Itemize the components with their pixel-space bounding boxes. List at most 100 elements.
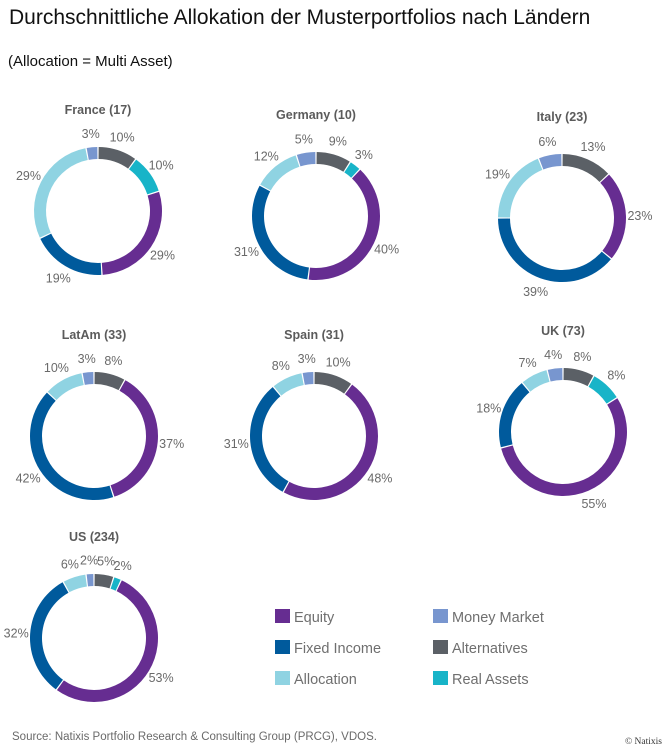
donut-segment-fixed-income [498, 218, 611, 282]
donut-segment-money-market [539, 154, 562, 170]
data-label-alternatives: 9% [329, 135, 347, 149]
donut-segment-allocation [273, 373, 304, 396]
data-label-equity: 53% [149, 671, 174, 685]
data-label-equity: 29% [150, 248, 175, 262]
data-label-money-market: 3% [298, 352, 316, 366]
donut-segment-equity [56, 580, 159, 702]
data-label-fixed-income: 31% [224, 437, 249, 451]
data-label-alternatives: 10% [326, 355, 351, 369]
legend-swatch-alternatives [433, 640, 448, 654]
donut-chart-france: France (17) 10% 10% 29% 19% 29% 3% [16, 103, 175, 286]
donut-segment-equity [501, 398, 628, 497]
donut-segment-money-market [547, 368, 563, 382]
data-label-equity: 40% [374, 243, 399, 257]
donut-segment-money-market [302, 372, 314, 385]
data-label-allocation: 12% [254, 149, 279, 163]
data-label-money-market: 6% [538, 135, 556, 149]
data-label-equity: 37% [159, 437, 184, 451]
donut-segment-fixed-income [498, 383, 530, 448]
data-label-real-assets: 10% [149, 159, 174, 173]
donut-segment-money-market [296, 152, 316, 167]
donut-chart-uk: UK (73) 8% 8% 55% 18% 7% 4% [476, 324, 628, 511]
donut-segment-money-market [86, 147, 98, 160]
donut-chart-italy: Italy (23) 13% 23% 39% 19% 6% [485, 110, 653, 299]
data-label-equity: 55% [581, 497, 606, 511]
data-label-real-assets: 2% [114, 559, 132, 573]
donut-segment-alternatives [98, 147, 136, 169]
donut-segment-equity [110, 380, 158, 497]
legend-swatch-real-assets [433, 671, 448, 685]
data-label-fixed-income: 32% [4, 627, 29, 641]
donut-title: France (17) [65, 103, 132, 117]
legend-swatch-allocation [275, 671, 290, 685]
data-label-allocation: 10% [44, 361, 69, 375]
donut-segment-alternatives [314, 372, 352, 394]
data-label-allocation: 8% [272, 359, 290, 373]
data-label-money-market: 3% [78, 352, 96, 366]
donut-segment-real-assets [110, 577, 121, 591]
data-label-equity: 23% [627, 209, 652, 223]
donut-segment-money-market [86, 574, 94, 587]
data-label-fixed-income: 39% [523, 285, 548, 299]
data-label-allocation: 29% [16, 169, 41, 183]
data-label-real-assets: 8% [607, 369, 625, 383]
donut-segment-real-assets [588, 376, 617, 404]
data-label-money-market: 3% [82, 127, 100, 141]
donut-segment-alternatives [94, 574, 114, 589]
donut-title: Italy (23) [537, 110, 588, 124]
data-label-equity: 48% [367, 471, 392, 485]
donut-segment-fixed-income [250, 387, 289, 492]
copyright-note: © Natixis [624, 737, 662, 747]
donut-segment-alternatives [94, 372, 125, 391]
donut-segment-fixed-income [251, 185, 309, 280]
donut-chart-germany: Germany (10) 9% 3% 40% 31% 12% 5% [234, 108, 399, 280]
donut-segment-fixed-income [29, 392, 114, 500]
donut-title: LatAm (33) [62, 328, 127, 342]
donut-segment-allocation [260, 155, 300, 191]
donut-segment-allocation [498, 158, 543, 218]
donut-segment-equity [600, 174, 626, 259]
chart-subtitle: (Allocation = Multi Asset) [8, 53, 173, 70]
donut-title: Germany (10) [276, 108, 356, 122]
legend-swatch-fixed-income [275, 640, 290, 654]
donut-segment-alternatives [316, 152, 350, 172]
donut-title: US (234) [69, 530, 119, 544]
data-label-fixed-income: 19% [46, 272, 71, 286]
data-label-money-market: 5% [295, 133, 313, 147]
data-label-real-assets: 3% [355, 148, 373, 162]
data-label-allocation: 6% [61, 557, 79, 571]
legend-label-fixed-income: Fixed Income [294, 641, 381, 657]
data-label-alternatives: 8% [104, 354, 122, 368]
legend-label-allocation: Allocation [294, 672, 357, 688]
donut-segment-real-assets [129, 159, 159, 195]
legend-label-equity: Equity [294, 610, 335, 626]
data-label-alternatives: 8% [573, 350, 591, 364]
donut-segment-alternatives [563, 368, 594, 387]
donut-segment-allocation [33, 148, 88, 238]
donut-segment-fixed-income [29, 582, 69, 690]
donut-segment-allocation [47, 373, 84, 401]
donut-segment-money-market [82, 372, 94, 385]
legend-label-alternatives: Alternatives [452, 641, 528, 657]
legend-label-real-assets: Real Assets [452, 672, 529, 688]
chart-title: Durchschnittliche Allokation der Musterp… [9, 6, 591, 29]
donut-segment-equity [101, 191, 162, 275]
donut-title: UK (73) [541, 324, 585, 338]
data-label-money-market: 4% [544, 348, 562, 362]
donut-chart-latam: LatAm (33) 8% 37% 42% 10% 3% [16, 328, 184, 500]
data-label-fixed-income: 31% [234, 245, 259, 259]
legend-swatch-equity [275, 609, 290, 623]
data-label-money-market: 2% [80, 554, 98, 568]
data-label-allocation: 7% [519, 356, 537, 370]
legend-label-money-market: Money Market [452, 610, 544, 626]
data-label-allocation: 19% [485, 168, 510, 182]
data-label-alternatives: 5% [97, 555, 115, 569]
donut-segment-alternatives [562, 154, 609, 183]
donut-segment-real-assets [344, 162, 360, 178]
donut-segment-equity [308, 169, 380, 280]
source-note: Source: Natixis Portfolio Research & Con… [12, 731, 377, 743]
data-label-fixed-income: 42% [16, 471, 41, 485]
donut-segment-equity [283, 384, 378, 500]
donut-chart-us: US (234)5%2%53%32%6% 2% [4, 530, 174, 702]
